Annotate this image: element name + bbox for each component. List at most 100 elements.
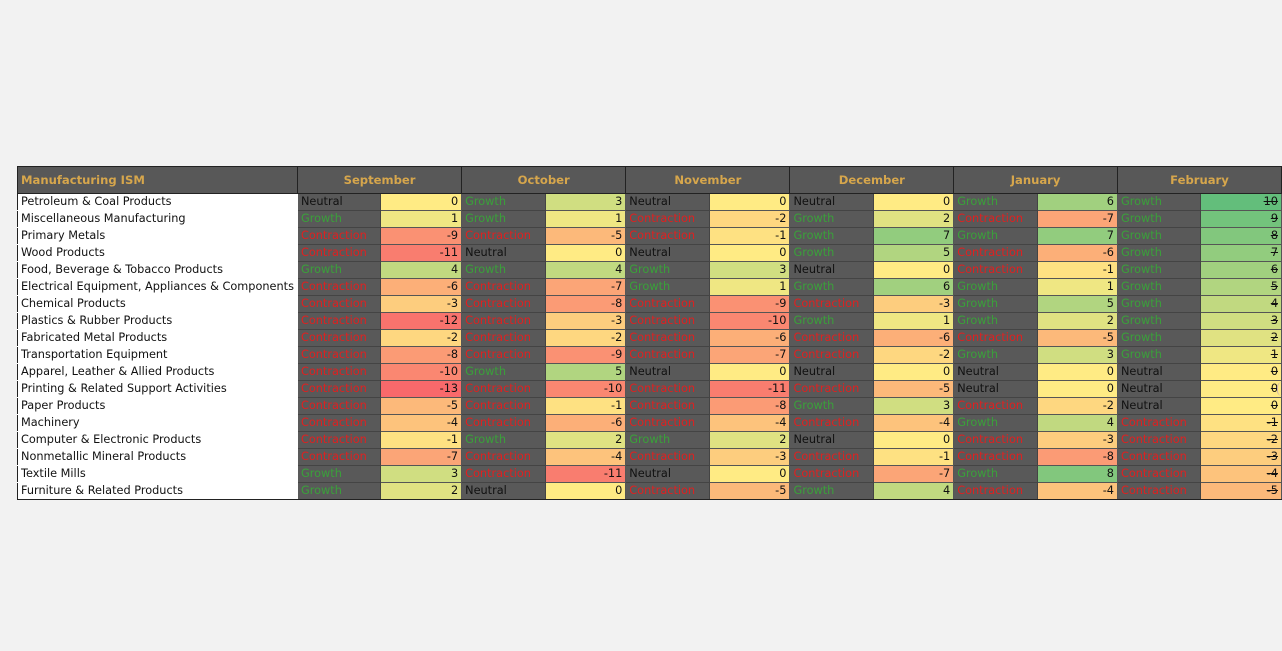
value-cell[interactable]: 6 — [872, 278, 955, 296]
value-cell[interactable]: 10 — [1200, 193, 1282, 211]
status-cell[interactable]: Neutral — [625, 244, 710, 262]
status-cell[interactable]: Contraction — [461, 312, 546, 330]
value-cell[interactable]: -7 — [380, 448, 463, 466]
status-cell[interactable]: Contraction — [953, 329, 1038, 347]
industry-name-cell[interactable]: Paper Products — [17, 397, 298, 415]
status-cell[interactable]: Contraction — [789, 329, 874, 347]
value-cell[interactable]: 8 — [1200, 227, 1282, 245]
value-cell[interactable]: -6 — [708, 329, 791, 347]
value-cell[interactable]: -3 — [1200, 448, 1282, 466]
value-cell[interactable]: -5 — [1200, 482, 1282, 500]
status-cell[interactable]: Contraction — [296, 363, 382, 381]
industry-name-cell[interactable]: Miscellaneous Manufacturing — [17, 210, 298, 228]
value-cell[interactable]: -11 — [380, 244, 463, 262]
status-cell[interactable]: Contraction — [461, 227, 546, 245]
status-cell[interactable]: Contraction — [625, 346, 710, 364]
value-cell[interactable]: 0 — [1200, 380, 1282, 398]
value-cell[interactable]: 0 — [1200, 397, 1282, 415]
value-cell[interactable]: 0 — [708, 193, 791, 211]
status-cell[interactable]: Growth — [953, 312, 1038, 330]
value-cell[interactable]: 0 — [872, 261, 955, 279]
status-cell[interactable]: Contraction — [625, 329, 710, 347]
value-cell[interactable]: 0 — [872, 363, 955, 381]
status-cell[interactable]: Growth — [789, 312, 874, 330]
value-cell[interactable]: 2 — [380, 482, 463, 500]
status-cell[interactable]: Neutral — [789, 193, 874, 211]
industry-name-cell[interactable]: Nonmetallic Mineral Products — [17, 448, 298, 466]
corner-header[interactable]: Manufacturing ISM — [17, 166, 298, 194]
value-cell[interactable]: -5 — [708, 482, 791, 500]
value-cell[interactable]: 0 — [380, 193, 463, 211]
value-cell[interactable]: -8 — [380, 346, 463, 364]
status-cell[interactable]: Contraction — [789, 295, 874, 313]
industry-name-cell[interactable]: Petroleum & Coal Products — [17, 193, 298, 211]
status-cell[interactable]: Growth — [953, 227, 1038, 245]
status-cell[interactable]: Contraction — [953, 244, 1038, 262]
status-cell[interactable]: Growth — [789, 210, 874, 228]
status-cell[interactable]: Growth — [789, 482, 874, 500]
status-cell[interactable]: Growth — [1116, 312, 1202, 330]
status-cell[interactable]: Contraction — [461, 414, 546, 432]
status-cell[interactable]: Neutral — [953, 363, 1038, 381]
value-cell[interactable]: 5 — [544, 363, 627, 381]
value-cell[interactable]: 3 — [380, 465, 463, 483]
status-cell[interactable]: Contraction — [1116, 448, 1202, 466]
value-cell[interactable]: 3 — [1036, 346, 1118, 364]
industry-name-cell[interactable]: Apparel, Leather & Allied Products — [17, 363, 298, 381]
status-cell[interactable]: Contraction — [461, 380, 546, 398]
value-cell[interactable]: 4 — [380, 261, 463, 279]
status-cell[interactable]: Growth — [296, 210, 382, 228]
industry-name-cell[interactable]: Transportation Equipment — [17, 346, 298, 364]
value-cell[interactable]: -7 — [544, 278, 627, 296]
industry-name-cell[interactable]: Primary Metals — [17, 227, 298, 245]
value-cell[interactable]: 2 — [544, 431, 627, 449]
value-cell[interactable]: -7 — [872, 465, 955, 483]
value-cell[interactable]: 8 — [1036, 465, 1118, 483]
industry-name-cell[interactable]: Plastics & Rubber Products — [17, 312, 298, 330]
status-cell[interactable]: Growth — [1116, 193, 1202, 211]
value-cell[interactable]: -1 — [1036, 261, 1118, 279]
status-cell[interactable]: Contraction — [1116, 482, 1202, 500]
value-cell[interactable]: -1 — [708, 227, 791, 245]
value-cell[interactable]: 0 — [708, 244, 791, 262]
status-cell[interactable]: Growth — [1116, 210, 1202, 228]
value-cell[interactable]: 3 — [872, 397, 955, 415]
value-cell[interactable]: 2 — [872, 210, 955, 228]
value-cell[interactable]: 3 — [1200, 312, 1282, 330]
value-cell[interactable]: 2 — [708, 431, 791, 449]
status-cell[interactable]: Contraction — [789, 380, 874, 398]
value-cell[interactable]: 0 — [872, 193, 955, 211]
industry-name-cell[interactable]: Textile Mills — [17, 465, 298, 483]
status-cell[interactable]: Contraction — [953, 397, 1038, 415]
status-cell[interactable]: Contraction — [789, 465, 874, 483]
value-cell[interactable]: 4 — [1200, 295, 1282, 313]
status-cell[interactable]: Contraction — [789, 414, 874, 432]
value-cell[interactable]: -11 — [708, 380, 791, 398]
value-cell[interactable]: -8 — [544, 295, 627, 313]
value-cell[interactable]: 0 — [1036, 363, 1118, 381]
value-cell[interactable]: 1 — [544, 210, 627, 228]
status-cell[interactable]: Contraction — [953, 431, 1038, 449]
value-cell[interactable]: -3 — [1036, 431, 1118, 449]
value-cell[interactable]: -11 — [544, 465, 627, 483]
status-cell[interactable]: Growth — [461, 210, 546, 228]
value-cell[interactable]: 0 — [544, 244, 627, 262]
status-cell[interactable]: Growth — [1116, 227, 1202, 245]
value-cell[interactable]: -2 — [872, 346, 955, 364]
status-cell[interactable]: Neutral — [296, 193, 382, 211]
status-cell[interactable]: Contraction — [625, 397, 710, 415]
month-header-november[interactable]: November — [625, 166, 791, 194]
status-cell[interactable]: Contraction — [625, 227, 710, 245]
value-cell[interactable]: -4 — [872, 414, 955, 432]
status-cell[interactable]: Growth — [789, 278, 874, 296]
status-cell[interactable]: Neutral — [1116, 380, 1202, 398]
industry-name-cell[interactable]: Fabricated Metal Products — [17, 329, 298, 347]
industry-name-cell[interactable]: Electrical Equipment, Appliances & Compo… — [17, 278, 298, 296]
status-cell[interactable]: Neutral — [625, 193, 710, 211]
value-cell[interactable]: 3 — [544, 193, 627, 211]
status-cell[interactable]: Contraction — [296, 227, 382, 245]
value-cell[interactable]: -3 — [708, 448, 791, 466]
status-cell[interactable]: Contraction — [296, 414, 382, 432]
status-cell[interactable]: Growth — [953, 278, 1038, 296]
value-cell[interactable]: -9 — [708, 295, 791, 313]
